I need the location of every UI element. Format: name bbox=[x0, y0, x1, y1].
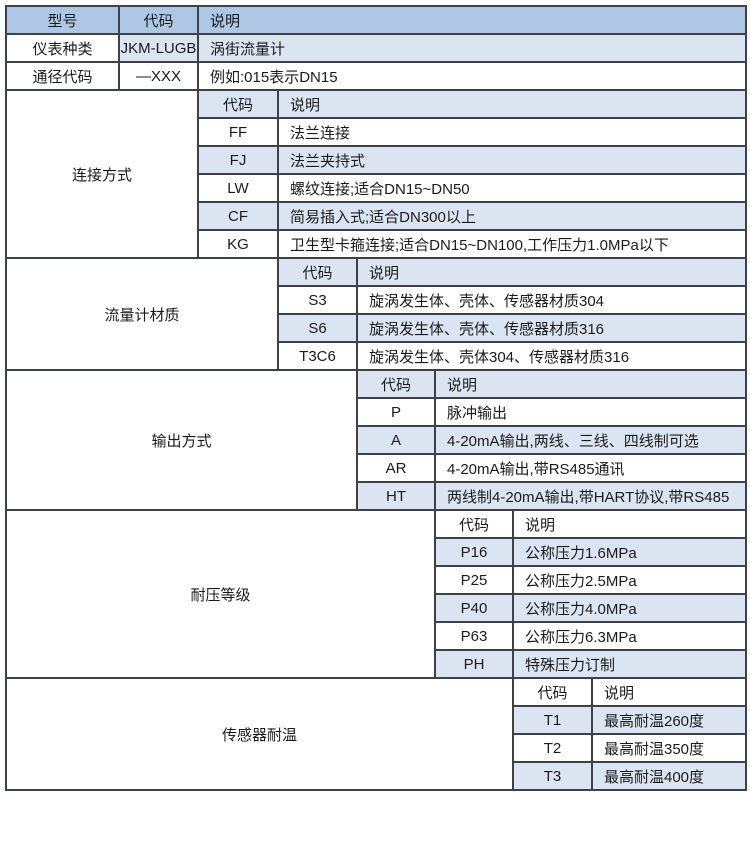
table-row: HT 两线制4-20mA输出,带HART协议,带RS485 bbox=[6, 481, 748, 511]
connection-subheader-desc: 说明 bbox=[276, 89, 748, 119]
table-row: P63 公称压力6.3MPa bbox=[6, 621, 748, 651]
category-output-type: 输出方式 bbox=[5, 369, 358, 511]
pressure-subheader-code: 代码 bbox=[434, 509, 514, 539]
table-row: FJ 法兰夹持式 bbox=[6, 145, 748, 175]
desc-cell: 脉冲输出 bbox=[433, 397, 748, 427]
desc-cell: 最高耐温350度 bbox=[590, 733, 748, 763]
table-row: S3 旋涡发生体、壳体、传感器材质304 bbox=[6, 285, 748, 315]
header-desc: 说明 bbox=[196, 5, 748, 35]
code-cell: AR bbox=[356, 453, 436, 483]
code-cell: FF bbox=[197, 117, 279, 147]
table-row: T3 最高耐温400度 bbox=[6, 761, 748, 791]
table-row: T1 最高耐温260度 bbox=[6, 705, 748, 735]
model-selection-table: 型号 代码 说明 仪表种类 JKM-LUGB 涡街流量计 通径代码 —XXX 例… bbox=[5, 5, 748, 791]
header-code: 代码 bbox=[118, 5, 199, 35]
table-row: 仪表种类 JKM-LUGB 涡街流量计 bbox=[5, 33, 748, 63]
desc-cell: 最高耐温400度 bbox=[590, 761, 748, 791]
desc-cell: 法兰连接 bbox=[276, 117, 748, 147]
instrument-desc: 涡街流量计 bbox=[196, 33, 748, 63]
table-row: P 脉冲输出 bbox=[6, 397, 748, 427]
desc-cell: 4-20mA输出,带RS485通讯 bbox=[433, 453, 748, 483]
code-cell: P63 bbox=[434, 621, 514, 651]
material-subheader-code: 代码 bbox=[277, 257, 358, 287]
code-cell: HT bbox=[356, 481, 436, 511]
table-row: P25 公称压力2.5MPa bbox=[6, 565, 748, 595]
code-cell: S6 bbox=[277, 313, 358, 343]
code-cell: FJ bbox=[197, 145, 279, 175]
table-row: P16 公称压力1.6MPa bbox=[6, 537, 748, 567]
table-row: CF 简易插入式;适合DN300以上 bbox=[6, 201, 748, 231]
category-pressure-rating: 耐压等级 bbox=[5, 509, 436, 679]
desc-cell: 卫生型卡箍连接;适合DN15~DN100,工作压力1.0MPa以下 bbox=[276, 229, 748, 259]
table-row: T2 最高耐温350度 bbox=[6, 733, 748, 763]
desc-cell: 4-20mA输出,两线、三线、四线制可选 bbox=[433, 425, 748, 455]
table-row: AR 4-20mA输出,带RS485通讯 bbox=[6, 453, 748, 483]
code-cell: P40 bbox=[434, 593, 514, 623]
desc-cell: 螺纹连接;适合DN15~DN50 bbox=[276, 173, 748, 203]
code-cell: P bbox=[356, 397, 436, 427]
table-row: 流量计材质 代码 说明 bbox=[5, 257, 748, 371]
table-row: FF 法兰连接 bbox=[6, 117, 748, 147]
table-row: T3C6 旋涡发生体、壳体304、传感器材质316 bbox=[6, 341, 748, 371]
diameter-desc: 例如:015表示DN15 bbox=[196, 61, 748, 91]
desc-cell: 法兰夹持式 bbox=[276, 145, 748, 175]
code-cell: P16 bbox=[434, 537, 514, 567]
desc-cell: 旋涡发生体、壳体304、传感器材质316 bbox=[355, 341, 748, 371]
category-diameter-code: 通径代码 bbox=[5, 61, 120, 91]
table-row: 通径代码 —XXX 例如:015表示DN15 bbox=[5, 61, 748, 91]
model-selection-table-wrapper: 型号 代码 说明 仪表种类 JKM-LUGB 涡街流量计 通径代码 —XXX 例… bbox=[5, 5, 748, 791]
desc-cell: 最高耐温260度 bbox=[590, 705, 748, 735]
connection-subheader-code: 代码 bbox=[197, 89, 279, 119]
desc-cell: 两线制4-20mA输出,带HART协议,带RS485 bbox=[433, 481, 748, 511]
temperature-subheader-code: 代码 bbox=[512, 677, 593, 707]
diameter-code: —XXX bbox=[118, 61, 199, 91]
code-cell: PH bbox=[434, 649, 514, 679]
material-subheader-desc: 说明 bbox=[355, 257, 748, 287]
code-cell: KG bbox=[197, 229, 279, 259]
table-header-row: 型号 代码 说明 bbox=[5, 5, 748, 35]
desc-cell: 公称压力4.0MPa bbox=[511, 593, 748, 623]
output-subheader-desc: 说明 bbox=[433, 369, 748, 399]
pressure-subheader-desc: 说明 bbox=[511, 509, 748, 539]
desc-cell: 旋涡发生体、壳体、传感器材质316 bbox=[355, 313, 748, 343]
category-material: 流量计材质 bbox=[5, 257, 279, 371]
code-cell: A bbox=[356, 425, 436, 455]
code-cell: T3 bbox=[512, 761, 593, 791]
table-row: 连接方式 代码 说明 bbox=[5, 89, 748, 259]
table-row: S6 旋涡发生体、壳体、传感器材质316 bbox=[6, 313, 748, 343]
desc-cell: 公称压力1.6MPa bbox=[511, 537, 748, 567]
instrument-code: JKM-LUGB bbox=[118, 33, 199, 63]
desc-cell: 公称压力2.5MPa bbox=[511, 565, 748, 595]
code-cell: T2 bbox=[512, 733, 593, 763]
table-row: 输出方式 代码 说明 bbox=[5, 369, 748, 511]
code-cell: T1 bbox=[512, 705, 593, 735]
code-cell: S3 bbox=[277, 285, 358, 315]
desc-cell: 旋涡发生体、壳体、传感器材质304 bbox=[355, 285, 748, 315]
table-row: A 4-20mA输出,两线、三线、四线制可选 bbox=[6, 425, 748, 455]
category-temperature-rating: 传感器耐温 bbox=[5, 677, 514, 791]
header-model: 型号 bbox=[5, 5, 120, 35]
table-row: P40 公称压力4.0MPa bbox=[6, 593, 748, 623]
table-row: KG 卫生型卡箍连接;适合DN15~DN100,工作压力1.0MPa以下 bbox=[6, 229, 748, 259]
desc-cell: 公称压力6.3MPa bbox=[511, 621, 748, 651]
category-connection-type: 连接方式 bbox=[5, 89, 199, 259]
temperature-subheader-desc: 说明 bbox=[590, 677, 748, 707]
code-cell: CF bbox=[197, 201, 279, 231]
table-row: PH 特殊压力订制 bbox=[6, 649, 748, 679]
category-instrument-type: 仪表种类 bbox=[5, 33, 120, 63]
table-row: 传感器耐温 代码 说明 bbox=[5, 677, 748, 791]
code-cell: P25 bbox=[434, 565, 514, 595]
table-row: 耐压等级 代码 说明 bbox=[5, 509, 748, 679]
table-row: LW 螺纹连接;适合DN15~DN50 bbox=[6, 173, 748, 203]
desc-cell: 简易插入式;适合DN300以上 bbox=[276, 201, 748, 231]
output-subheader-code: 代码 bbox=[356, 369, 436, 399]
code-cell: LW bbox=[197, 173, 279, 203]
code-cell: T3C6 bbox=[277, 341, 358, 371]
desc-cell: 特殊压力订制 bbox=[511, 649, 748, 679]
